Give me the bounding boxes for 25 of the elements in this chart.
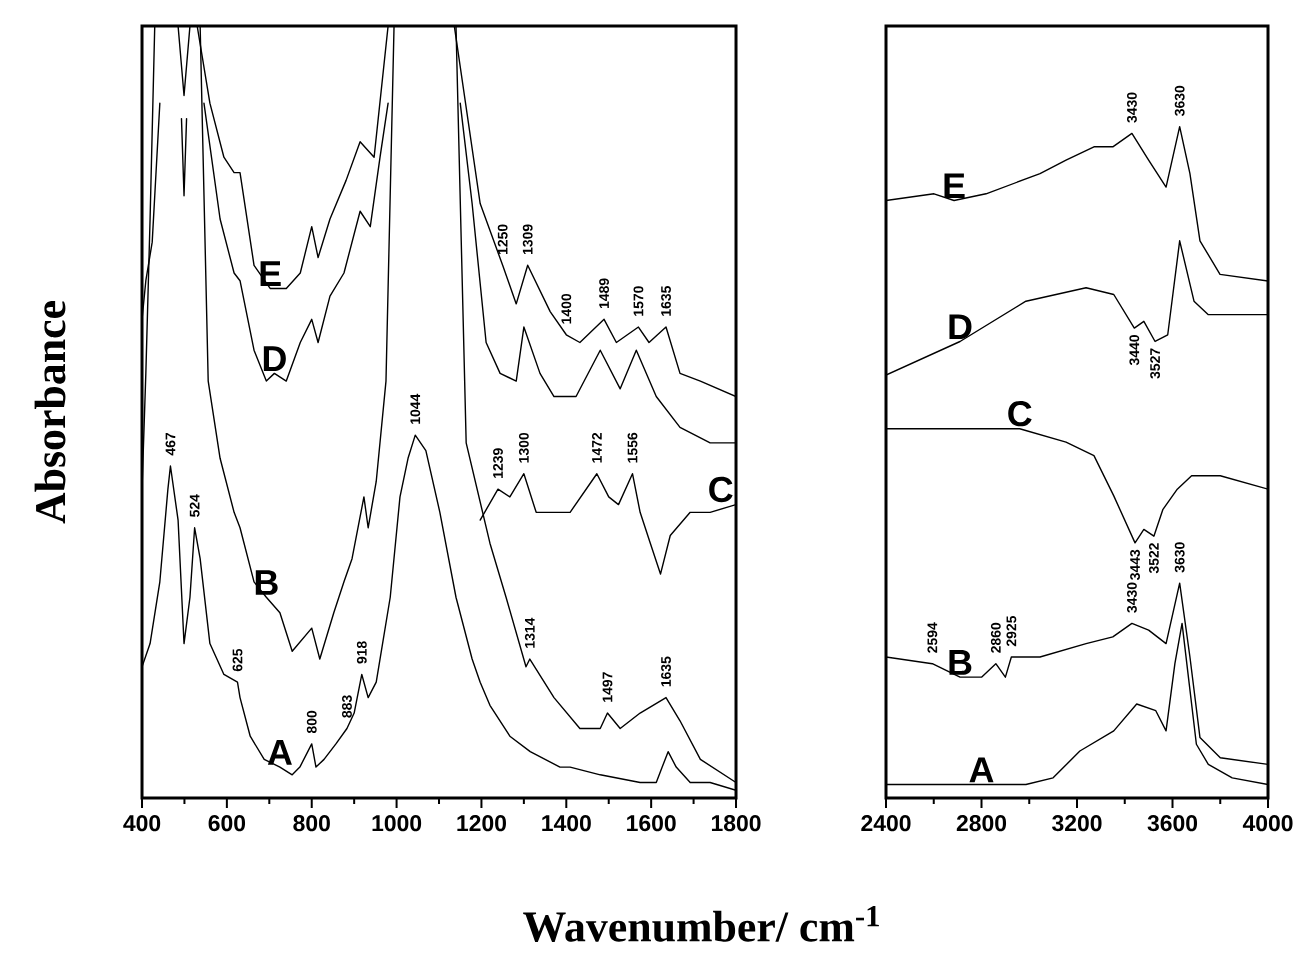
x-axis-title: Wavenumber/ cm$^{-1}$ [523, 906, 879, 942]
series-label: C [1008, 400, 1032, 427]
x-tick-label: 2400 [861, 815, 911, 832]
x-tick-label: 1400 [542, 815, 591, 832]
x-tick-label: 1600 [627, 815, 676, 832]
x-tick-label: 1800 [711, 815, 761, 832]
series-label: D [949, 314, 972, 340]
x-tick-label: 3600 [1147, 815, 1198, 832]
x-tick-label: 4000 [1242, 815, 1293, 832]
series-label: B [255, 570, 278, 595]
y-axis-title: Absorbance [34, 301, 66, 524]
series-label: D [263, 346, 286, 371]
x-tick-label: 1200 [457, 815, 506, 832]
x-tick-label: 3200 [1052, 815, 1102, 832]
x-tick-label: 2800 [956, 815, 1007, 832]
series-label: B [949, 650, 972, 675]
series-label: C [709, 476, 733, 503]
series-label: E [944, 173, 965, 199]
series-label: A [969, 757, 994, 783]
series-label: E [260, 261, 281, 287]
x-tick-label: 800 [293, 815, 330, 832]
x-tick-label: 400 [123, 815, 161, 832]
series-label: A [267, 740, 292, 765]
x-tick-label: 1000 [372, 815, 422, 832]
x-tick-label: 600 [208, 815, 246, 832]
